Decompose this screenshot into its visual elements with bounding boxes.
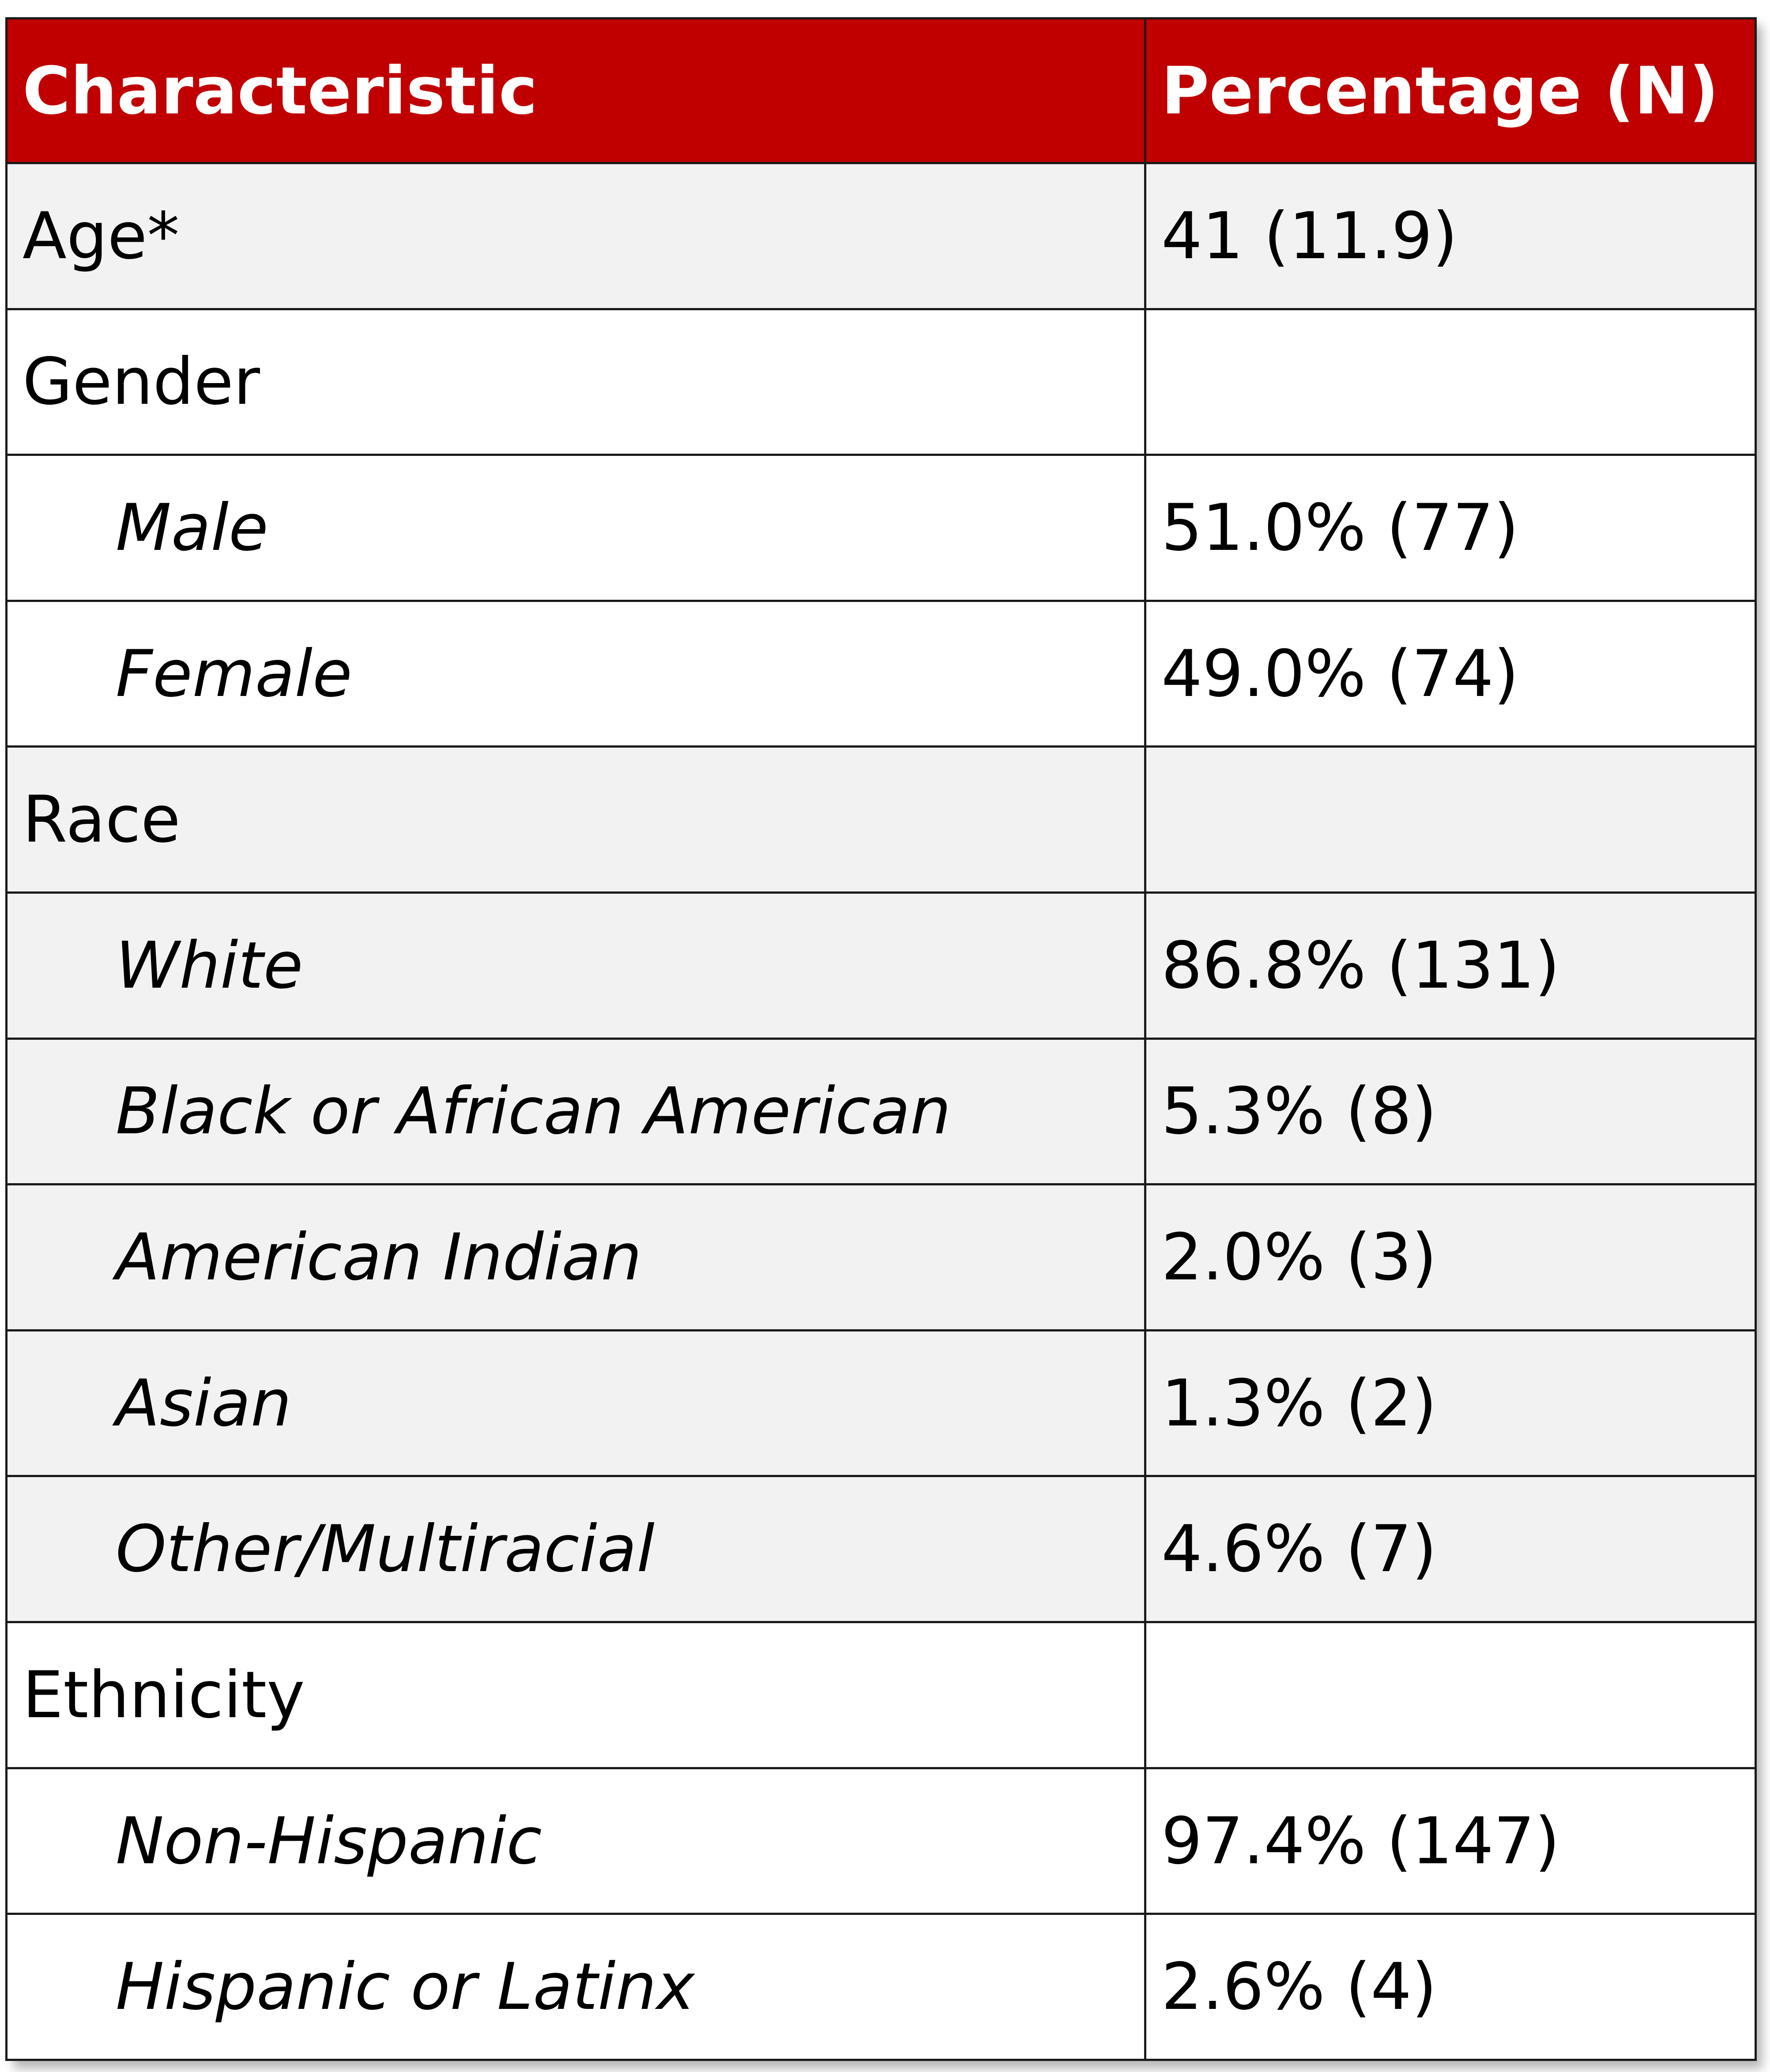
table-row: Gender [5, 308, 1757, 456]
row-label-ethnicity: Ethnicity [5, 1621, 1146, 1769]
row-label-age: Age* [5, 162, 1146, 310]
row-value-gender [1144, 308, 1757, 456]
table-row: Female 49.0% (74) [5, 599, 1757, 748]
row-label-american-indian: American Indian [5, 1183, 1146, 1331]
row-label-asian: Asian [5, 1329, 1146, 1478]
row-value-race [1144, 745, 1757, 894]
row-label-hispanic-or-latinx: Hispanic or Latinx [5, 1913, 1146, 2061]
table-row: Male 51.0% (77) [5, 454, 1757, 602]
row-value-asian: 1.3% (2) [1144, 1329, 1757, 1478]
row-value-black-or-african-american: 5.3% (8) [1144, 1037, 1757, 1186]
column-header-characteristic: Characteristic [5, 17, 1146, 164]
row-label-black-or-african-american: Black or African American [5, 1037, 1146, 1186]
demographics-table: Characteristic Percentage (N) Age* 41 (1… [5, 17, 1757, 2061]
row-label-race: Race [5, 745, 1146, 894]
row-value-other-multiracial: 4.6% (7) [1144, 1475, 1757, 1624]
table-row: Other/Multiracial 4.6% (7) [5, 1475, 1757, 1624]
table-row: American Indian 2.0% (3) [5, 1183, 1757, 1331]
row-label-other-multiracial: Other/Multiracial [5, 1475, 1146, 1624]
table-row: Ethnicity [5, 1621, 1757, 1769]
row-value-ethnicity [1144, 1621, 1757, 1769]
row-value-non-hispanic: 97.4% (147) [1144, 1767, 1757, 1915]
row-value-hispanic-or-latinx: 2.6% (4) [1144, 1913, 1757, 2061]
table-header-row: Characteristic Percentage (N) [5, 17, 1757, 164]
row-label-non-hispanic: Non-Hispanic [5, 1767, 1146, 1915]
demographics-table-frame: Characteristic Percentage (N) Age* 41 (1… [5, 17, 1757, 2061]
row-label-white: White [5, 891, 1146, 1040]
row-value-white: 86.8% (131) [1144, 891, 1757, 1040]
table-row: White 86.8% (131) [5, 891, 1757, 1040]
table-row: Hispanic or Latinx 2.6% (4) [5, 1913, 1757, 2061]
row-value-age: 41 (11.9) [1144, 162, 1757, 310]
table-row: Age* 41 (11.9) [5, 162, 1757, 310]
column-header-percentage: Percentage (N) [1144, 17, 1757, 164]
row-label-male: Male [5, 454, 1146, 602]
row-value-american-indian: 2.0% (3) [1144, 1183, 1757, 1331]
row-label-gender: Gender [5, 308, 1146, 456]
table-row: Asian 1.3% (2) [5, 1329, 1757, 1478]
row-value-male: 51.0% (77) [1144, 454, 1757, 602]
table-row: Black or African American 5.3% (8) [5, 1037, 1757, 1186]
table-row: Non-Hispanic 97.4% (147) [5, 1767, 1757, 1915]
table-row: Race [5, 745, 1757, 894]
row-label-female: Female [5, 599, 1146, 748]
row-value-female: 49.0% (74) [1144, 599, 1757, 748]
